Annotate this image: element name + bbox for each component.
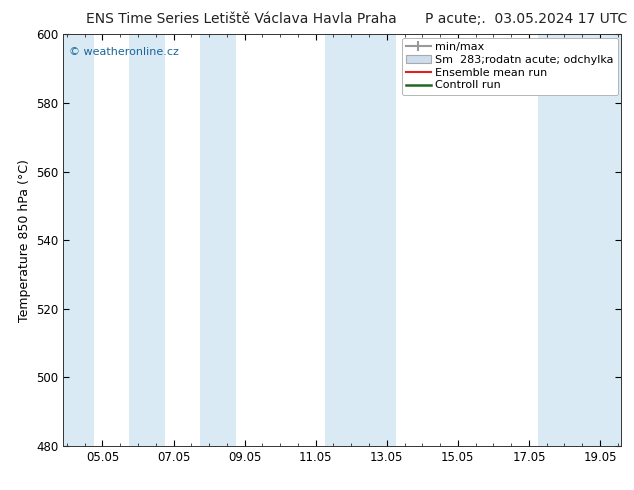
Bar [538, 34, 573, 446]
Legend: min/max, Sm  283;rodatn acute; odchylka, Ensemble mean run, Controll run: min/max, Sm 283;rodatn acute; odchylka, … [402, 38, 618, 95]
Bar [129, 34, 165, 446]
Bar [573, 34, 621, 446]
Text: ENS Time Series Letiště Václava Havla Praha: ENS Time Series Letiště Václava Havla Pr… [86, 12, 396, 26]
Text: © weatheronline.cz: © weatheronline.cz [69, 47, 179, 57]
Bar [360, 34, 396, 446]
Text: P acute;.  03.05.2024 17 UTC: P acute;. 03.05.2024 17 UTC [425, 12, 628, 26]
Bar [325, 34, 360, 446]
Bar [63, 34, 94, 446]
Bar [200, 34, 236, 446]
Y-axis label: Temperature 850 hPa (°C): Temperature 850 hPa (°C) [18, 159, 30, 321]
